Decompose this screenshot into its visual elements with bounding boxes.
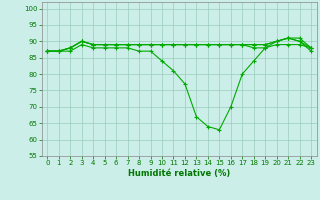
X-axis label: Humidité relative (%): Humidité relative (%) <box>128 169 230 178</box>
